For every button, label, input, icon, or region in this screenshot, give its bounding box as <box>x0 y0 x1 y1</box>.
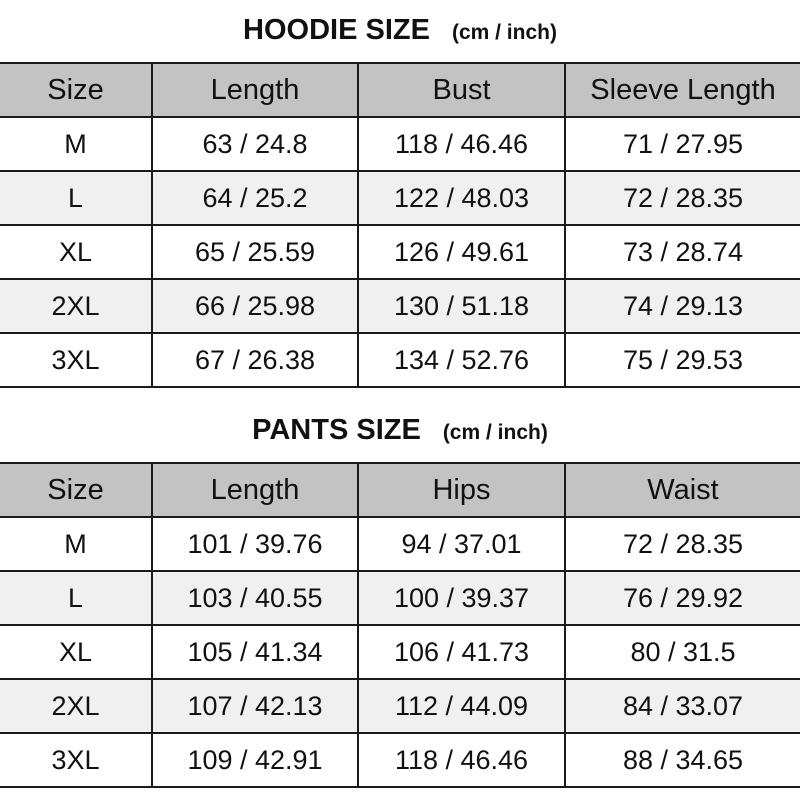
table-cell: 64 / 25.2 <box>151 170 359 226</box>
column-header: Hips <box>357 462 566 518</box>
column-header: Bust <box>357 62 566 118</box>
table-row: 3XL 67 / 26.38 134 / 52.76 75 / 29.53 <box>0 332 800 388</box>
column-header: Size <box>0 462 153 518</box>
table-cell: 2XL <box>0 678 153 734</box>
table-cell: 80 / 31.5 <box>564 624 800 680</box>
column-header: Length <box>151 462 359 518</box>
table-row: 2XL 66 / 25.98 130 / 51.18 74 / 29.13 <box>0 278 800 334</box>
hoodie-size-table: Size Length Bust Sleeve Length M 63 / 24.8 118… <box>0 62 800 388</box>
pants-unit-label: (cm / inch) <box>442 421 548 444</box>
column-header: Size <box>0 62 153 118</box>
pants-title-text: PANTS SIZE <box>252 414 421 446</box>
table-cell: L <box>0 570 153 626</box>
table-cell: 76 / 29.92 <box>564 570 800 626</box>
table-cell: 71 / 27.95 <box>564 116 800 172</box>
table-cell: 106 / 41.73 <box>357 624 566 680</box>
table-cell: 118 / 46.46 <box>357 732 566 788</box>
header-row: Size Length Hips Waist <box>0 462 800 518</box>
table-cell: 67 / 26.38 <box>151 332 359 388</box>
column-header: Length <box>151 62 359 118</box>
table-cell: 74 / 29.13 <box>564 278 800 334</box>
table-cell: 65 / 25.59 <box>151 224 359 280</box>
table-cell: XL <box>0 224 153 280</box>
table-cell: XL <box>0 624 153 680</box>
table-cell: 66 / 25.98 <box>151 278 359 334</box>
column-header: Waist <box>564 462 800 518</box>
table-cell: 126 / 49.61 <box>357 224 566 280</box>
table-cell: 63 / 24.8 <box>151 116 359 172</box>
table-cell: 73 / 28.74 <box>564 224 800 280</box>
table-cell: 88 / 34.65 <box>564 732 800 788</box>
table-cell: 72 / 28.35 <box>564 516 800 572</box>
table-cell: 2XL <box>0 278 153 334</box>
table-cell: 105 / 41.34 <box>151 624 359 680</box>
table-row: L 64 / 25.2 122 / 48.03 72 / 28.35 <box>0 170 800 226</box>
table-cell: 72 / 28.35 <box>564 170 800 226</box>
table-cell: L <box>0 170 153 226</box>
table-cell: 100 / 39.37 <box>357 570 566 626</box>
hoodie-size-title: HOODIE SIZE (cm / inch) <box>0 14 800 47</box>
table-cell: 3XL <box>0 332 153 388</box>
table-cell: 101 / 39.76 <box>151 516 359 572</box>
table-cell: 109 / 42.91 <box>151 732 359 788</box>
pants-size-title: PANTS SIZE (cm / inch) <box>0 414 800 447</box>
table-cell: 94 / 37.01 <box>357 516 566 572</box>
hoodie-title-text: HOODIE SIZE <box>243 14 430 46</box>
table-row: L 103 / 40.55 100 / 39.37 76 / 29.92 <box>0 570 800 626</box>
table-row: M 63 / 24.8 118 / 46.46 71 / 27.95 <box>0 116 800 172</box>
table-cell: 107 / 42.13 <box>151 678 359 734</box>
table-row: 3XL 109 / 42.91 118 / 46.46 88 / 34.65 <box>0 732 800 788</box>
header-row: Size Length Bust Sleeve Length <box>0 62 800 118</box>
table-cell: 122 / 48.03 <box>357 170 566 226</box>
table-cell: M <box>0 516 153 572</box>
table-row: XL 105 / 41.34 106 / 41.73 80 / 31.5 <box>0 624 800 680</box>
table-cell: 112 / 44.09 <box>357 678 566 734</box>
table-row: 2XL 107 / 42.13 112 / 44.09 84 / 33.07 <box>0 678 800 734</box>
table-cell: 3XL <box>0 732 153 788</box>
table-cell: 118 / 46.46 <box>357 116 566 172</box>
table-cell: 84 / 33.07 <box>564 678 800 734</box>
table-cell: 75 / 29.53 <box>564 332 800 388</box>
hoodie-unit-label: (cm / inch) <box>451 21 557 44</box>
table-row: M 101 / 39.76 94 / 37.01 72 / 28.35 <box>0 516 800 572</box>
table-row: XL 65 / 25.59 126 / 49.61 73 / 28.74 <box>0 224 800 280</box>
pants-size-table: Size Length Hips Waist M 101 / 39.76 94 / 37.0… <box>0 462 800 788</box>
table-cell: 103 / 40.55 <box>151 570 359 626</box>
table-cell: 134 / 52.76 <box>357 332 566 388</box>
table-cell: 130 / 51.18 <box>357 278 566 334</box>
table-cell: M <box>0 116 153 172</box>
column-header: Sleeve Length <box>564 62 800 118</box>
